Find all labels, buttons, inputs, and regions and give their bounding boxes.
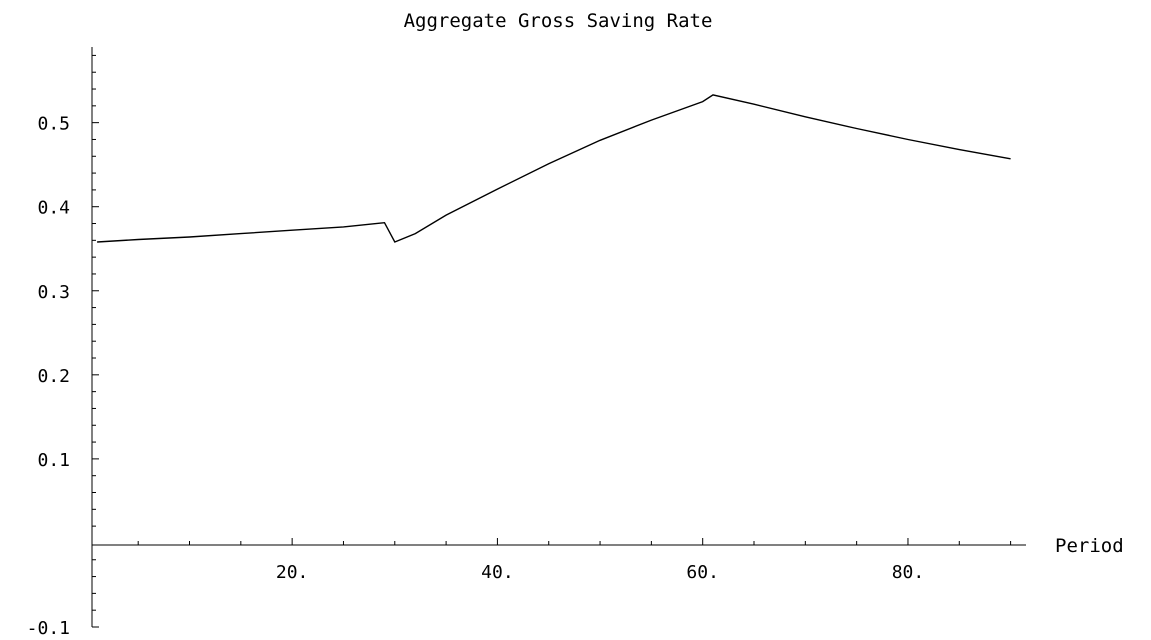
series-line [97,94,1011,243]
y-tick-label: 0.4 [37,198,70,219]
tick-labels-layer: 20. 40. 60. 80. -0.1 0.1 0.2 0.3 0.4 0.5 [27,114,925,639]
x-tick-label: 60. [686,562,719,583]
y-tick-label: 0.5 [37,114,70,135]
y-tick-label: 0.2 [37,366,70,387]
y-tick-label: 0.3 [37,282,70,303]
x-tick-label: 40. [481,562,514,583]
x-tick-label: 80. [892,562,925,583]
x-axis-title: Period [1055,535,1124,557]
y-tick-label: -0.1 [27,618,70,635]
chart-title: Aggregate Gross Saving Rate [404,10,713,32]
y-tick-label: 0.1 [37,450,70,471]
x-tick-label: 20. [276,562,309,583]
ticks-layer [92,54,1012,628]
